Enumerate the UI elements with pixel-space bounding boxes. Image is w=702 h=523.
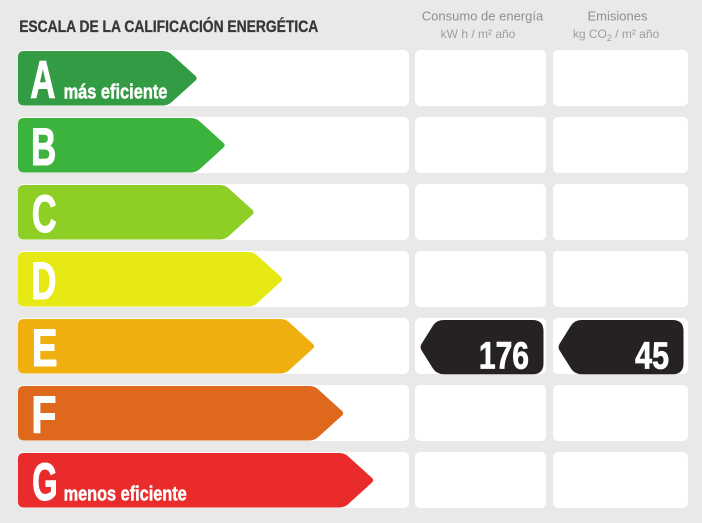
svg-text:kW h / m² año: kW h / m² año	[441, 27, 516, 41]
svg-text:D: D	[31, 251, 56, 307]
svg-text:A: A	[30, 50, 55, 106]
svg-text:176: 176	[479, 335, 529, 377]
svg-text:Consumo de energía: Consumo de energía	[422, 8, 544, 23]
svg-text:E: E	[32, 318, 58, 374]
svg-text:C: C	[32, 186, 57, 240]
svg-text:menos eficiente: menos eficiente	[64, 482, 187, 505]
svg-text:G: G	[32, 453, 58, 508]
svg-text:ESCALA DE LA CALIFICACIÓN ENER: ESCALA DE LA CALIFICACIÓN ENERGÉTICA	[19, 17, 318, 37]
svg-text:kg CO2 / m² año: kg CO2 / m² año	[573, 27, 660, 43]
svg-text:Emisiones: Emisiones	[588, 8, 648, 23]
svg-text:45: 45	[635, 335, 669, 377]
svg-text:más eficiente: más eficiente	[64, 80, 168, 103]
svg-text:B: B	[31, 117, 56, 173]
svg-text:F: F	[31, 386, 56, 441]
